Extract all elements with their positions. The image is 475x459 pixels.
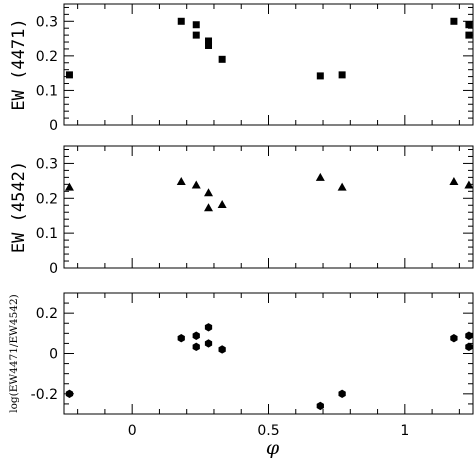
data-point-square bbox=[338, 71, 346, 79]
panel-ew4471: 0 0.1 0.2 0.3 EW (4471) bbox=[9, 3, 474, 134]
data-point-square bbox=[316, 72, 324, 80]
data-point-triangle bbox=[204, 203, 214, 212]
y-tick-label: 0.3 bbox=[36, 156, 58, 172]
plot-frame bbox=[63, 3, 474, 126]
panel-log-ratio: -0.2 0 0.2 0 0.5 1 log(EW4471/EW4542) φ bbox=[8, 292, 474, 459]
data-point-triangle bbox=[315, 172, 325, 181]
y-tick-label: 0.3 bbox=[36, 14, 58, 30]
plot-frame bbox=[63, 292, 474, 415]
data-point-hexagon bbox=[65, 389, 74, 399]
x-tick-label: 0.5 bbox=[257, 423, 279, 439]
data-point-square bbox=[205, 37, 213, 45]
y-tick-label: 0.1 bbox=[36, 83, 58, 99]
data-point-square bbox=[218, 55, 226, 63]
x-tick-label: 0 bbox=[128, 423, 137, 439]
data-point-square bbox=[192, 31, 200, 39]
data-point-hexagon bbox=[465, 331, 473, 340]
x-axis-label: φ bbox=[266, 437, 280, 459]
y-tick-label: 0 bbox=[49, 118, 58, 134]
y-tick-label: 0 bbox=[49, 347, 58, 363]
data-point-hexagon bbox=[450, 333, 458, 343]
data-point-triangle bbox=[449, 177, 459, 186]
data-point-hexagon bbox=[465, 342, 473, 352]
panel-ew4542: 0 0.1 0.2 0.3 EW (4542) bbox=[9, 145, 474, 277]
data-point-square bbox=[65, 71, 73, 79]
y-tick-label: 0.1 bbox=[36, 226, 58, 242]
data-point-hexagon bbox=[338, 389, 346, 399]
x-tick-label: 1 bbox=[400, 423, 409, 439]
data-point-square bbox=[450, 17, 458, 25]
data-point-triangle bbox=[176, 177, 186, 186]
y-axis-label: EW (4542) bbox=[9, 161, 29, 253]
data-point-square bbox=[465, 31, 473, 39]
data-point-hexagon bbox=[204, 339, 213, 348]
data-point-square bbox=[465, 21, 473, 29]
data-point-square bbox=[205, 41, 213, 49]
y-tick-label: 0 bbox=[49, 261, 58, 277]
plot-frame bbox=[63, 145, 474, 269]
data-point-hexagon bbox=[218, 345, 226, 354]
y-tick-label: 0.2 bbox=[36, 191, 58, 207]
data-point-triangle bbox=[464, 180, 474, 189]
y-axis-label: EW (4471) bbox=[9, 18, 29, 110]
data-point-hexagon bbox=[177, 333, 185, 343]
data-point-hexagon bbox=[316, 401, 324, 411]
data-point-triangle bbox=[64, 182, 74, 191]
y-tick-label: -0.2 bbox=[31, 387, 58, 403]
y-axis-label: log(EW4471/EW4542) bbox=[8, 294, 20, 413]
y-tick-label: 0.2 bbox=[36, 306, 58, 322]
data-point-hexagon bbox=[204, 323, 213, 332]
data-point-square bbox=[192, 21, 200, 29]
y-tick-label: 0.2 bbox=[36, 49, 58, 65]
data-point-triangle bbox=[217, 200, 227, 209]
data-point-triangle bbox=[204, 188, 214, 197]
data-point-hexagon bbox=[192, 342, 200, 352]
data-point-square bbox=[177, 17, 185, 25]
data-point-hexagon bbox=[192, 331, 200, 340]
data-point-triangle bbox=[191, 180, 201, 189]
data-point-triangle bbox=[337, 182, 347, 191]
